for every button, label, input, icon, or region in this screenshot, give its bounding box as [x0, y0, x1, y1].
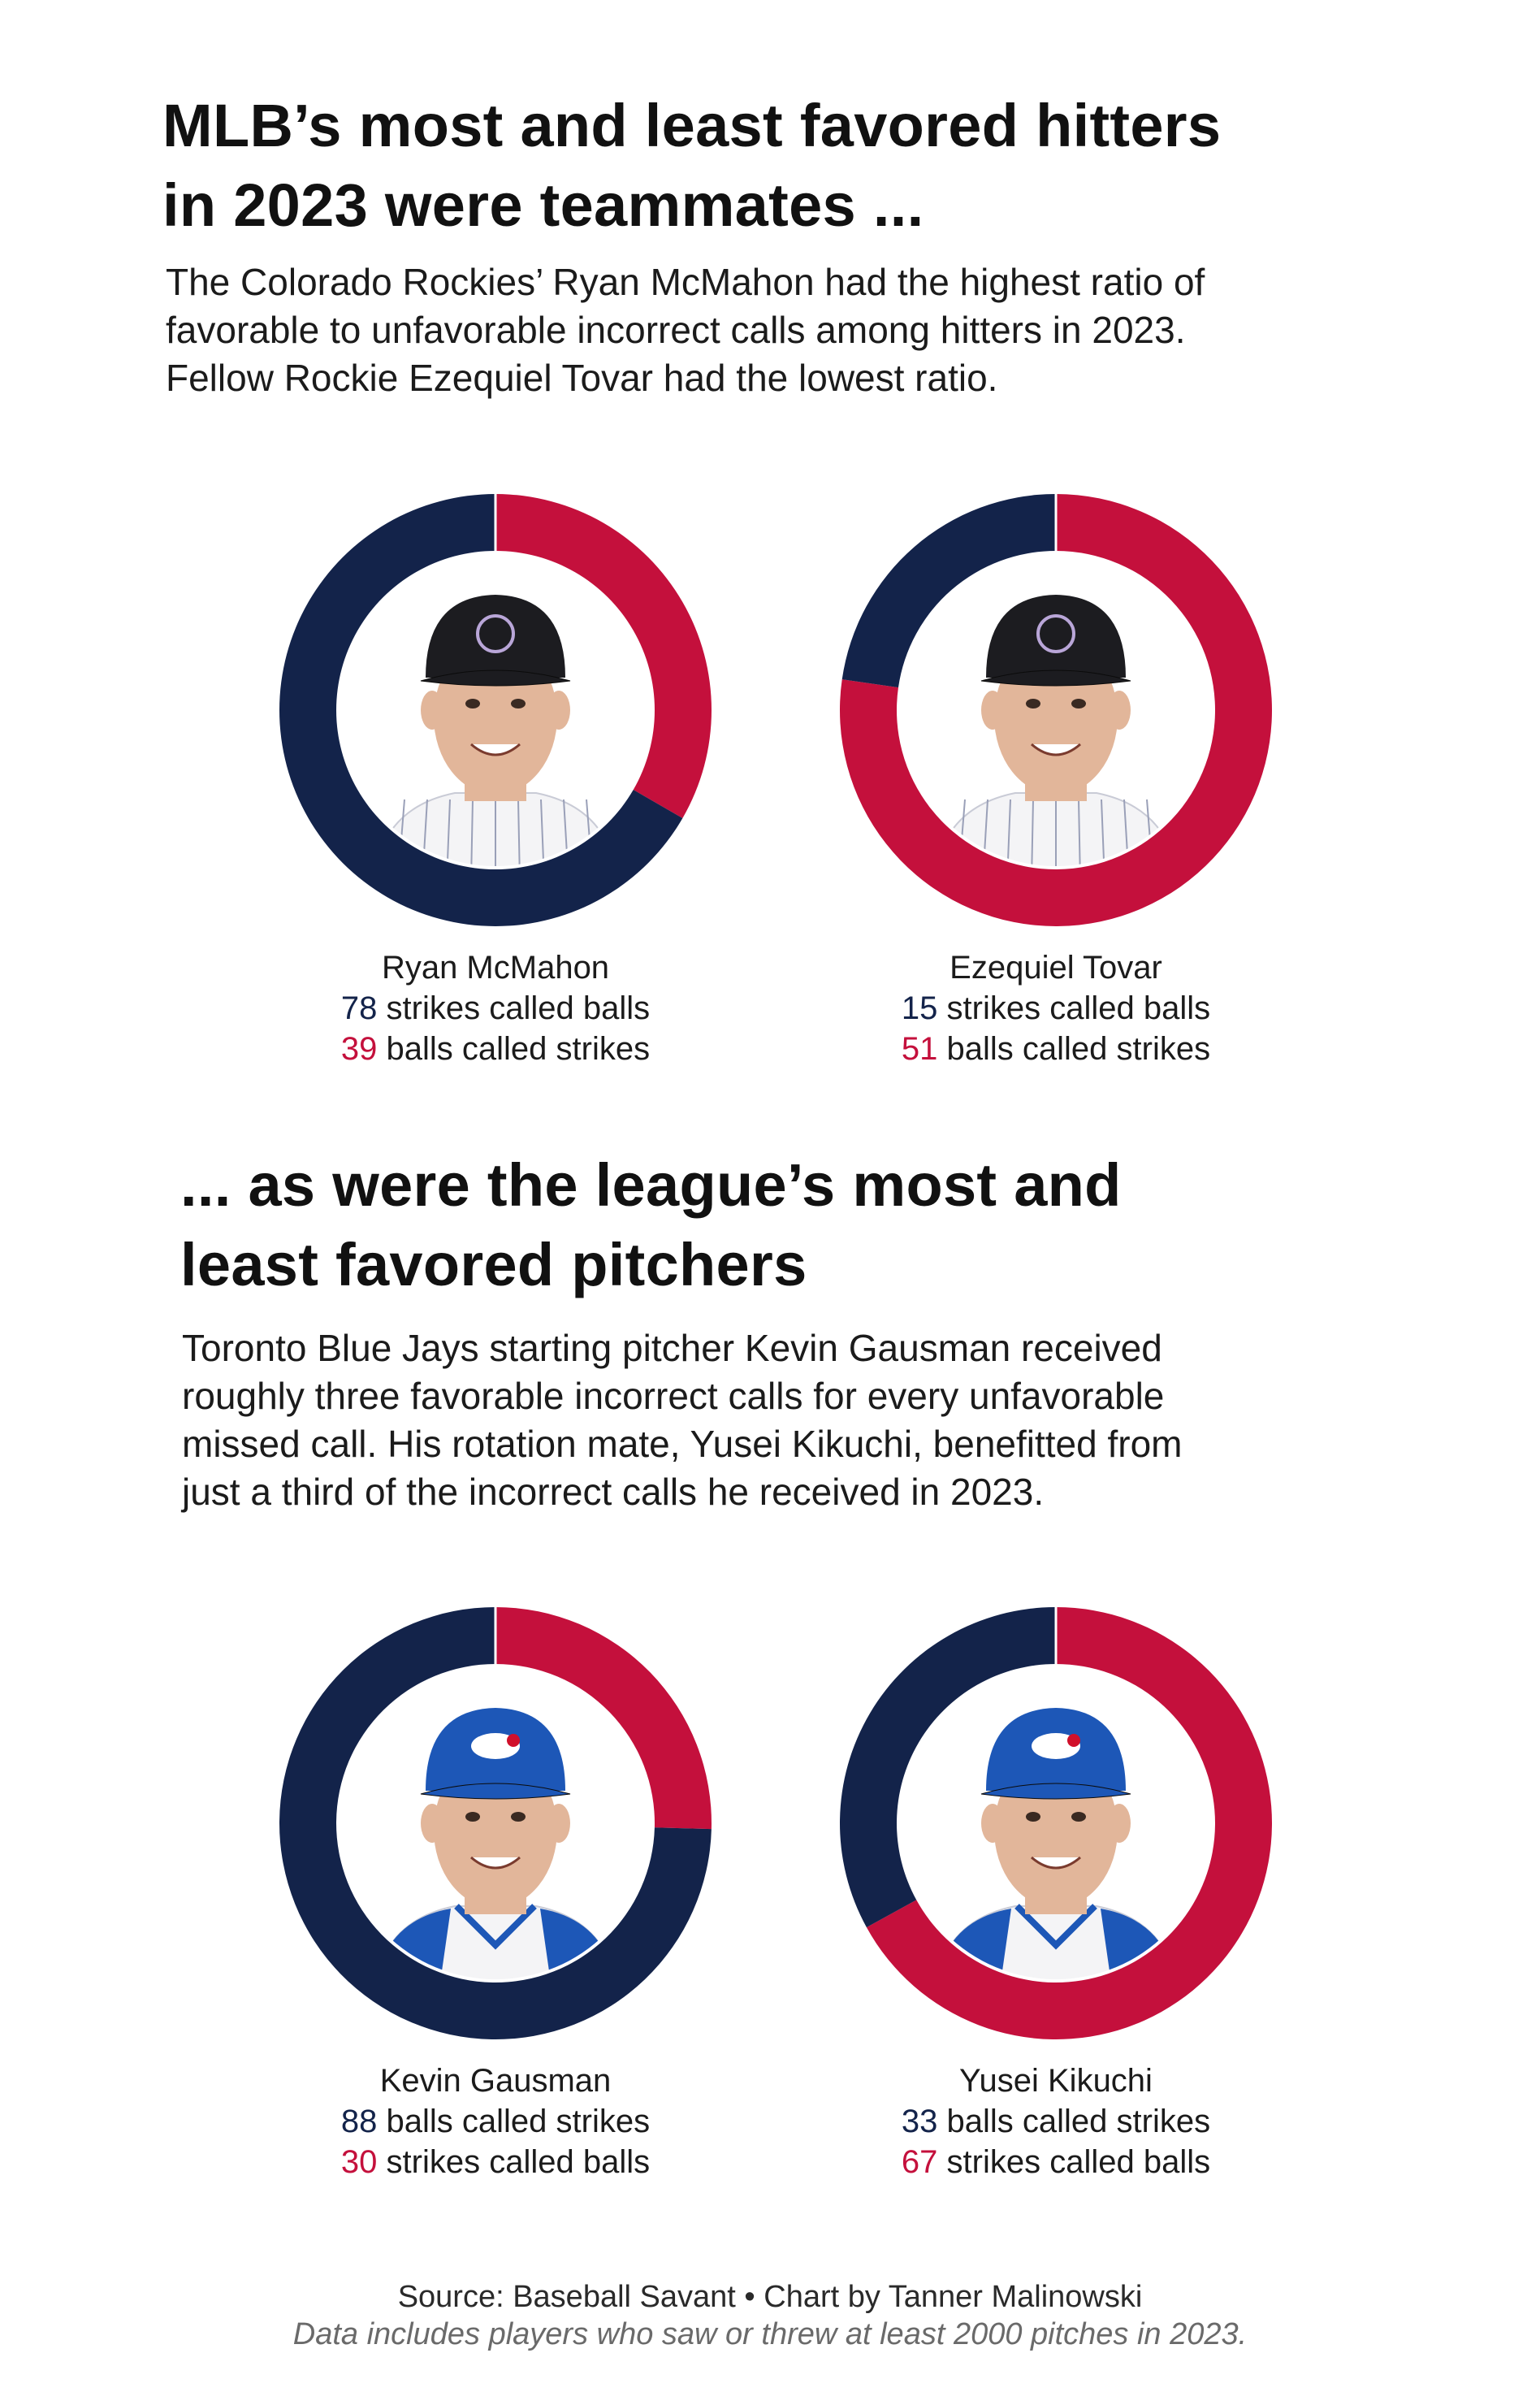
cap-crown	[426, 595, 565, 678]
stat-value-red: 39	[340, 1031, 378, 1067]
player-name: Ryan McMahon	[381, 950, 610, 986]
donut-slice-red	[495, 494, 712, 818]
jersey-pinstripe	[422, 799, 428, 866]
eye-right	[511, 1812, 526, 1822]
section2-lede-line4: just a third of the incorrect calls he r…	[182, 1471, 1045, 1513]
stat-value-navy: 78	[340, 990, 378, 1026]
jersey-collar	[454, 1904, 537, 1950]
player-name: Ezequiel Tovar	[950, 950, 1162, 986]
section1-title-line2: in 2023 were teammates ...	[162, 171, 924, 239]
jersey-pinstripe	[563, 799, 569, 866]
section2-lede-line2: roughly three favorable incorrect calls …	[182, 1375, 1165, 1417]
donut-svg	[279, 494, 712, 926]
jersey-collar	[1014, 1904, 1097, 1950]
section2-lede: Toronto Blue Jays starting pitcher Kevin…	[182, 1324, 1183, 1516]
eye-left	[465, 699, 480, 708]
smile-shape	[470, 1856, 521, 1870]
cap-brim	[420, 670, 571, 687]
maple-leaf-icon	[507, 1734, 520, 1747]
footer-source: Source: Baseball Savant • Chart by Tanne…	[397, 2280, 1143, 2314]
stat-line-red: 51 balls called strikes	[812, 1029, 1300, 1069]
section1-lede-line3: Fellow Rockie Ezequiel Tovar had the low…	[166, 357, 998, 399]
smile-shape	[1031, 1856, 1081, 1870]
stat-line-red: 30 strikes called balls	[252, 2142, 739, 2182]
player-name: Kevin Gausman	[379, 2063, 612, 2099]
player-name: Yusei Kikuchi	[959, 2063, 1153, 2099]
jersey-pinstripe	[517, 799, 521, 866]
rockies-cr-logo-icon	[476, 614, 515, 653]
donut-svg	[279, 1607, 712, 2039]
stat-line-navy: 15 strikes called balls	[812, 988, 1300, 1029]
jersey-pinstripe	[1006, 799, 1011, 866]
stat-value-red: 67	[901, 2144, 938, 2180]
cap-crown	[986, 595, 1126, 678]
stat-line-red: 39 balls called strikes	[252, 1029, 739, 1069]
donut-chart-mcmahon	[276, 491, 715, 930]
donut-slice-red	[495, 1607, 712, 1830]
jersey-pinstripe	[446, 799, 451, 866]
eye-left	[1026, 699, 1040, 708]
section1-lede-line1: The Colorado Rockies’ Ryan McMahon had t…	[166, 261, 1205, 303]
stat-value-navy: 88	[340, 2104, 378, 2139]
stat-line-navy: 88 balls called strikes	[252, 2101, 739, 2142]
jersey-pinstripe	[1123, 799, 1130, 866]
stat-label-navy: balls called strikes	[386, 2104, 651, 2139]
cap-brim	[980, 1783, 1131, 1800]
jersey-pinstripe	[540, 799, 545, 866]
cap-brim	[980, 670, 1131, 687]
stat-label-navy: strikes called balls	[946, 990, 1211, 1026]
section1-title: MLB’s most and least favored hitters in …	[162, 86, 1221, 245]
stat-value-red: 30	[340, 2144, 378, 2180]
section2-title-line2: least favored pitchers	[180, 1231, 807, 1298]
section2-title-line1: ... as were the league’s most and	[180, 1151, 1122, 1219]
stat-label-red: strikes called balls	[386, 2144, 651, 2180]
section1-lede: The Colorado Rockies’ Ryan McMahon had t…	[166, 258, 1205, 402]
stat-label-navy: strikes called balls	[386, 990, 651, 1026]
stat-label-red: balls called strikes	[386, 1031, 651, 1067]
jersey-pinstripe	[470, 799, 474, 866]
eye-right	[511, 699, 526, 708]
eye-right	[1071, 1812, 1086, 1822]
stat-line-navy: 78 strikes called balls	[252, 988, 739, 1029]
smile-shape	[470, 743, 521, 756]
cap-brim	[420, 1783, 571, 1800]
footer: Source: Baseball Savant • Chart by Tanne…	[0, 2278, 1540, 2353]
section1-title-line1: MLB’s most and least favored hitters	[162, 92, 1222, 159]
stat-label-red: balls called strikes	[946, 1031, 1211, 1067]
section2-lede-line3: missed call. His rotation mate, Yusei Ki…	[182, 1423, 1183, 1465]
eye-right	[1071, 699, 1086, 708]
footer-note: Data includes players who saw or threw a…	[292, 2317, 1248, 2351]
donut-chart-kikuchi	[837, 1604, 1275, 2043]
jersey-pinstripe	[1031, 799, 1034, 866]
stat-label-red: strikes called balls	[946, 2144, 1211, 2180]
smile-shape	[1031, 743, 1081, 756]
player-label-gausman: Kevin Gausman 88 balls called strikes 30…	[252, 2060, 739, 2182]
stat-label-navy: balls called strikes	[946, 2104, 1211, 2139]
jersey-pinstripe	[982, 799, 988, 866]
donut-chart-gausman	[276, 1604, 715, 2043]
rockies-cr-logo-icon	[1036, 614, 1075, 653]
stat-line-red: 67 strikes called balls	[812, 2142, 1300, 2182]
player-label-mcmahon: Ryan McMahon 78 strikes called balls 39 …	[252, 947, 739, 1069]
jersey-pinstripe	[1101, 799, 1105, 866]
section1-lede-line2: favorable to unfavorable incorrect calls…	[166, 309, 1186, 351]
eye-left	[465, 1812, 480, 1822]
section2-title: ... as were the league’s most and least …	[180, 1146, 1122, 1305]
maple-leaf-icon	[1067, 1734, 1080, 1747]
section2-lede-line1: Toronto Blue Jays starting pitcher Kevin…	[182, 1327, 1162, 1369]
donut-svg	[840, 494, 1272, 926]
stat-value-navy: 15	[901, 990, 938, 1026]
donut-chart-tovar	[837, 491, 1275, 930]
donut-svg	[840, 1607, 1272, 2039]
eye-left	[1026, 1812, 1040, 1822]
stat-value-red: 51	[901, 1031, 938, 1067]
donut-slice-navy	[840, 1607, 1056, 1928]
player-label-tovar: Ezequiel Tovar 15 strikes called balls 5…	[812, 947, 1300, 1069]
stat-line-navy: 33 balls called strikes	[812, 2101, 1300, 2142]
stat-value-navy: 33	[901, 2104, 938, 2139]
donut-slice-navy	[841, 494, 1056, 688]
player-label-kikuchi: Yusei Kikuchi 33 balls called strikes 67…	[812, 2060, 1300, 2182]
jersey-pinstripe	[1078, 799, 1081, 866]
